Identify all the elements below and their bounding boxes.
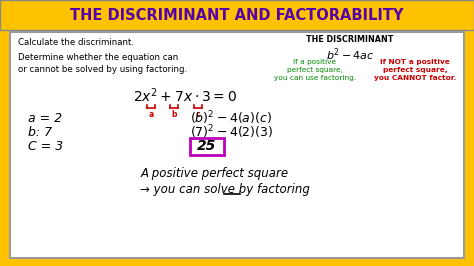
Text: If a positive
perfect square,
you can use factoring.: If a positive perfect square, you can us… — [274, 59, 356, 81]
Text: A positive perfect square: A positive perfect square — [141, 167, 289, 180]
Text: b: 7: b: 7 — [28, 126, 52, 139]
Text: $(7)^2-4(2)(3)$: $(7)^2-4(2)(3)$ — [190, 123, 273, 141]
Bar — [190, 138, 224, 155]
Text: $b^2 - 4ac$: $b^2 - 4ac$ — [326, 46, 374, 63]
Text: 25: 25 — [197, 139, 217, 153]
Text: Calculate the discriminant.: Calculate the discriminant. — [18, 38, 134, 47]
Text: a = 2: a = 2 — [28, 111, 62, 124]
Text: C = 3: C = 3 — [28, 139, 63, 152]
Text: Determine whether the equation can
or cannot be solved by using factoring.: Determine whether the equation can or ca… — [18, 53, 187, 74]
Text: THE DISCRIMINANT AND FACTORABILITY: THE DISCRIMINANT AND FACTORABILITY — [70, 7, 404, 23]
Text: → you can solve by factoring: → you can solve by factoring — [140, 184, 310, 197]
Text: $(b)^2-4(a)(c)$: $(b)^2-4(a)(c)$ — [190, 109, 272, 127]
Bar — [0, 0, 474, 30]
Text: THE DISCRIMINANT: THE DISCRIMINANT — [306, 35, 394, 44]
Text: b: b — [171, 110, 177, 119]
Text: a: a — [148, 110, 154, 119]
Text: If NOT a positive
perfect square,
you CANNOT factor.: If NOT a positive perfect square, you CA… — [374, 59, 456, 81]
Bar — [10, 32, 464, 258]
Text: c: c — [196, 110, 201, 119]
Text: $2x^2+7x\cdot3=0$: $2x^2+7x\cdot3=0$ — [133, 87, 237, 105]
